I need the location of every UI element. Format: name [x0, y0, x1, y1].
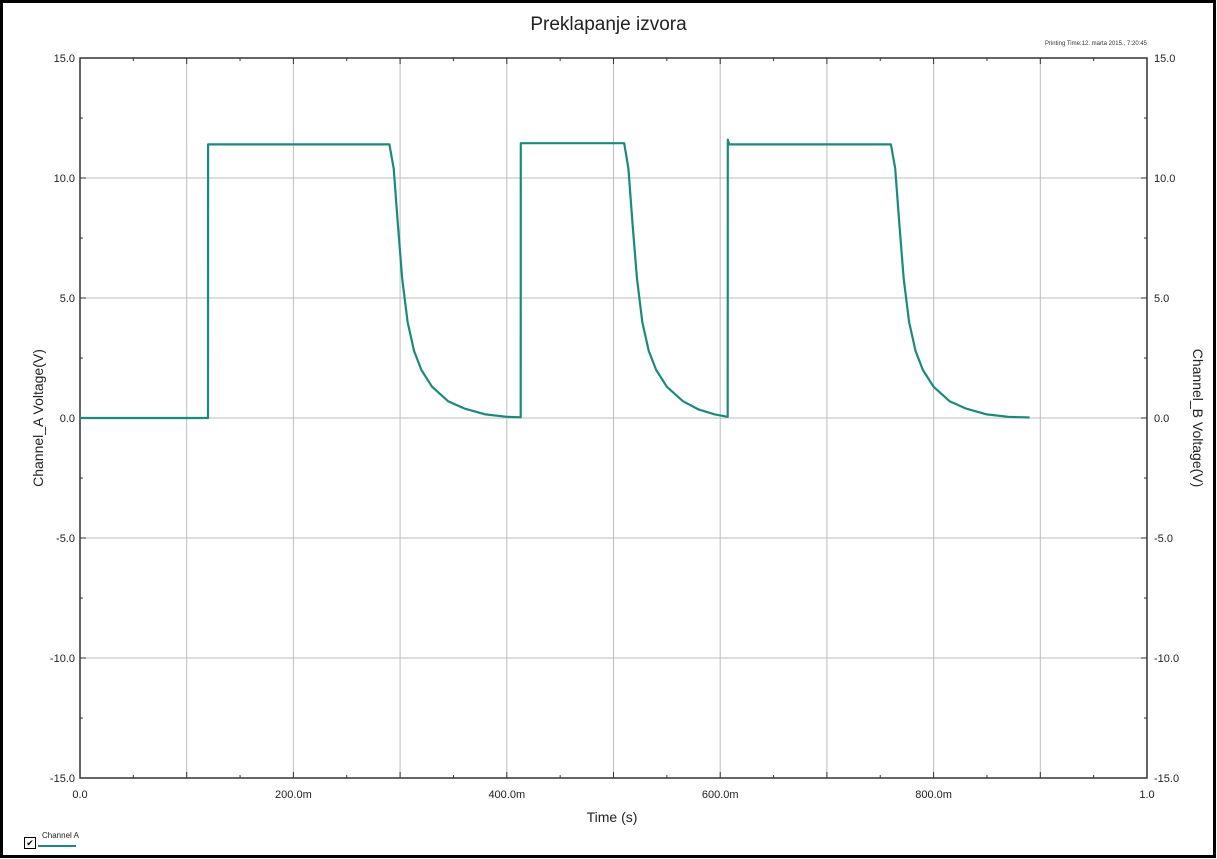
- y-tick-label-right: 5.0: [1154, 293, 1169, 305]
- y-tick-label-left: 5.0: [60, 293, 75, 305]
- y-tick-label-left: -5.0: [56, 533, 75, 545]
- x-tick-label: 600.0m: [702, 789, 739, 801]
- legend-checkbox[interactable]: ✔: [24, 837, 36, 849]
- y-tick-label-left: 10.0: [54, 173, 75, 185]
- y-tick-label-right: 15.0: [1154, 53, 1175, 65]
- legend-label: Channel A: [42, 831, 79, 840]
- y-tick-label-right: -10.0: [1154, 653, 1179, 665]
- y-tick-label-left: 15.0: [54, 53, 75, 65]
- x-axis-label: Time (s): [586, 809, 638, 825]
- y-tick-label-right: -5.0: [1154, 533, 1173, 545]
- series-line-channel-a: [80, 138, 1030, 420]
- y-tick-label-right: 0.0: [1154, 413, 1169, 425]
- y-tick-label-right: -15.0: [1154, 773, 1179, 785]
- y-tick-label-left: 0.0: [60, 413, 75, 425]
- y-tick-label-right: 10.0: [1154, 173, 1175, 185]
- chart-title: Preklapanje izvora: [530, 14, 687, 35]
- y-tick-label-left: -15.0: [50, 773, 75, 785]
- x-tick-label: 1.0: [1139, 789, 1154, 801]
- legend: ✔ Channel A: [24, 831, 79, 850]
- legend-entry-channel-a[interactable]: Channel A: [36, 831, 79, 850]
- y-tick-label-left: -10.0: [50, 653, 75, 665]
- x-tick-label: 400.0m: [488, 789, 525, 801]
- x-tick-label: 200.0m: [275, 789, 312, 801]
- printing-time: Printing Time:12. marta 2015., 7:20:45: [1044, 41, 1147, 47]
- x-tick-label: 0.0: [72, 789, 87, 801]
- x-tick-label: 800.0m: [915, 789, 952, 801]
- legend-line-swatch: [38, 845, 76, 847]
